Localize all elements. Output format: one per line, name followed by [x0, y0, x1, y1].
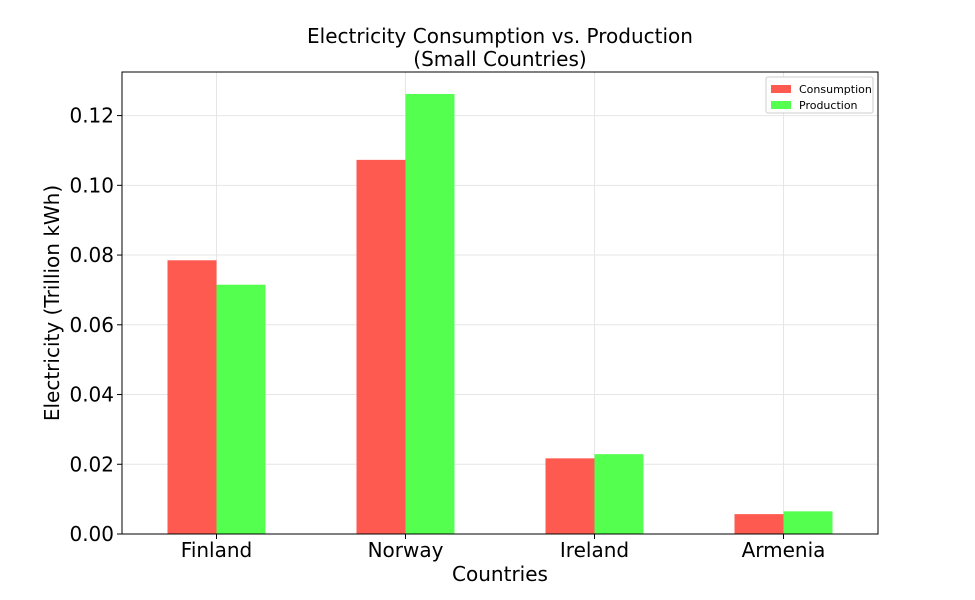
- x-tick-label: Finland: [181, 538, 252, 562]
- legend-swatch-production: [771, 101, 791, 109]
- x-tick-label: Armenia: [742, 538, 826, 562]
- y-tick-label: 0.12: [69, 104, 114, 128]
- chart-title: Electricity Consumption vs. Production: [307, 24, 693, 48]
- legend-box: [765, 76, 874, 114]
- bar-production-norway: [405, 93, 455, 534]
- x-axis: Finland Norway Ireland Armenia: [181, 534, 826, 562]
- bar-production-armenia: [783, 511, 833, 534]
- bar-consumption-norway: [356, 159, 406, 534]
- x-tick-label: Norway: [368, 538, 444, 562]
- chart-subtitle: (Small Countries): [413, 47, 586, 71]
- plot-frame: [121, 71, 879, 535]
- y-axis: 0.00 0.02 0.04 0.06 0.08 0.10 0.12: [69, 104, 122, 546]
- y-tick-label: 0.06: [69, 313, 114, 337]
- bar-consumption-armenia: [734, 514, 784, 534]
- bar-production-ireland: [594, 454, 644, 534]
- legend-label-production: Production: [799, 99, 858, 112]
- y-tick-label: 0.10: [69, 173, 114, 197]
- x-tick-label: Ireland: [560, 538, 629, 562]
- y-tick-label: 0.00: [69, 522, 114, 546]
- bar-consumption-finland: [167, 260, 217, 534]
- legend-label-consumption: Consumption: [799, 83, 872, 96]
- x-axis-label: Countries: [452, 562, 548, 586]
- bar-consumption-ireland: [545, 458, 595, 534]
- y-tick-label: 0.04: [69, 383, 114, 407]
- legend-swatch-consumption: [771, 85, 791, 93]
- y-tick-label: 0.08: [69, 243, 114, 267]
- y-axis-label: Electricity (Trillion kWh): [40, 185, 64, 421]
- legend: Consumption Production: [765, 76, 874, 114]
- y-tick-label: 0.02: [69, 452, 114, 476]
- bars: [167, 93, 833, 534]
- bar-production-finland: [216, 284, 266, 534]
